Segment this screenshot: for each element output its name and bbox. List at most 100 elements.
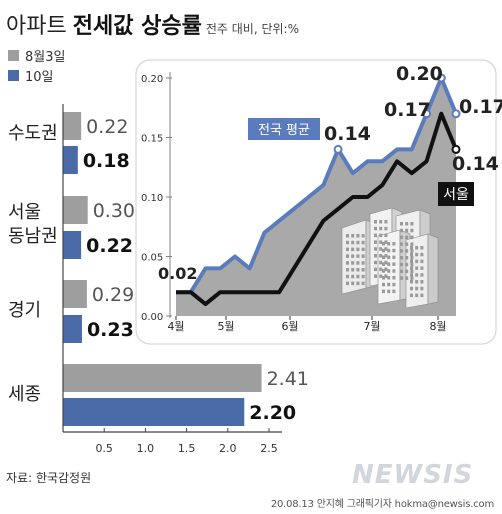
building-window <box>420 246 424 250</box>
building-window <box>400 235 403 240</box>
building-window <box>400 228 403 233</box>
bar-category-label: 서울 동남권 <box>8 202 58 247</box>
building-window <box>361 261 365 265</box>
building-window <box>405 262 409 267</box>
bar-aug3 <box>63 112 82 140</box>
building-window <box>400 242 403 246</box>
building-window <box>410 286 413 291</box>
building-window <box>382 255 385 260</box>
building-window <box>356 268 360 272</box>
building-window <box>382 282 385 287</box>
building-window <box>400 269 403 274</box>
building-window <box>384 274 388 278</box>
building-window <box>415 280 419 284</box>
building-window <box>351 240 355 245</box>
bar-value-label: 2.41 <box>267 368 309 390</box>
building-window <box>346 268 349 272</box>
building-window <box>410 259 413 264</box>
line-x-tick-label: 6월 <box>281 320 298 333</box>
line-value-annotation: 0.17 <box>459 96 502 118</box>
bar-x-tick-label: 2.0 <box>219 442 237 455</box>
legend-item-aug10: 10일 <box>8 66 54 85</box>
series-tag-label: 서울 <box>443 187 469 203</box>
building-window <box>405 269 409 274</box>
building-window <box>405 276 409 280</box>
building-window <box>379 226 383 231</box>
line-point-average <box>451 109 461 119</box>
building-window <box>392 255 396 260</box>
bar-aug10 <box>63 146 78 174</box>
building-window <box>351 268 355 272</box>
line-value-annotation: 0.17 <box>384 99 431 121</box>
legend-label-aug10: 10일 <box>25 70 54 85</box>
building-window <box>387 248 391 253</box>
building-window <box>351 234 355 238</box>
building-window <box>382 269 385 273</box>
legend-item-aug3: 8월3일 <box>8 46 65 65</box>
building-window <box>382 248 385 253</box>
building-window <box>405 228 409 233</box>
building-window <box>379 274 383 278</box>
building-window <box>392 248 396 253</box>
series-tag-seoul: 서울 <box>438 182 474 206</box>
building-window <box>379 240 383 244</box>
building-window <box>420 293 424 298</box>
line-y-tick-label: 0.05 <box>141 253 163 264</box>
building-window <box>392 242 396 246</box>
building-window <box>392 282 396 287</box>
legend-swatch-blue <box>8 70 19 81</box>
building-window <box>410 246 413 250</box>
bar-x-tick-label: 2.5 <box>260 442 278 455</box>
building-window <box>374 274 377 278</box>
building-window <box>351 261 355 265</box>
building-window <box>405 256 409 260</box>
bar-value-label: 0.18 <box>83 150 130 172</box>
line-seoul <box>176 111 458 307</box>
building-window <box>356 254 360 258</box>
bar-category-label: 수도권 <box>8 123 58 144</box>
bar-x-tick-label: 1.0 <box>137 442 155 455</box>
building-window <box>384 254 388 258</box>
building-window <box>379 254 383 258</box>
building-window <box>400 222 403 226</box>
bar-value-label: 0.22 <box>86 116 128 138</box>
bar-aug10 <box>63 398 245 426</box>
building-window <box>387 255 391 260</box>
source-note: 자료: 한국감정원 <box>6 471 92 485</box>
building-window <box>420 266 424 270</box>
building-window <box>356 281 360 286</box>
building-window <box>374 247 377 251</box>
bar-aug3 <box>63 364 262 392</box>
building-window <box>410 256 414 260</box>
building-window <box>410 293 413 298</box>
line-point-average <box>333 144 343 154</box>
building-window <box>392 262 396 266</box>
building-window <box>410 222 414 226</box>
building-window <box>405 235 409 240</box>
line-x-tick-label: 7월 <box>363 320 380 333</box>
line-value-annotation: 0.02 <box>158 264 197 283</box>
bar-aug10 <box>63 315 82 343</box>
building-window <box>379 247 383 251</box>
building-window <box>382 262 385 266</box>
building-window <box>384 247 388 251</box>
building-window <box>351 274 355 279</box>
bar-value-label: 0.23 <box>87 319 134 341</box>
building-window <box>415 266 419 270</box>
newsis-watermark: NEWSIS <box>352 460 474 490</box>
bar-category-label: 세종 <box>8 384 41 405</box>
building-window <box>346 254 349 258</box>
building-window <box>420 259 424 264</box>
building-window <box>356 247 360 252</box>
line-y-tick-label: 0.20 <box>141 74 163 85</box>
credit-line: 20.08.13 안지혜 그래픽기자 hokma@newsis.com <box>270 499 494 510</box>
building-window <box>351 247 355 252</box>
bar-aug3 <box>63 196 88 224</box>
bar-x-tick-label: 1.5 <box>178 442 196 455</box>
building-window <box>410 269 414 274</box>
building-window <box>410 242 414 246</box>
building-window <box>387 289 391 294</box>
building-window <box>384 240 388 244</box>
building-window <box>420 286 424 291</box>
building-window <box>387 269 391 273</box>
